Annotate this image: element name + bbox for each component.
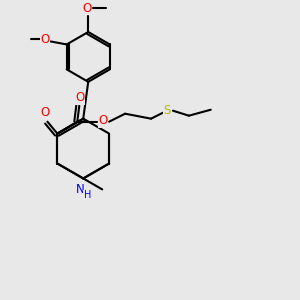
Text: N: N — [76, 183, 85, 196]
Text: O: O — [76, 91, 85, 104]
Text: O: O — [99, 114, 108, 127]
Text: S: S — [163, 104, 171, 117]
Text: H: H — [83, 190, 91, 200]
Text: O: O — [82, 2, 92, 15]
Text: O: O — [41, 106, 50, 119]
Text: O: O — [40, 33, 50, 46]
